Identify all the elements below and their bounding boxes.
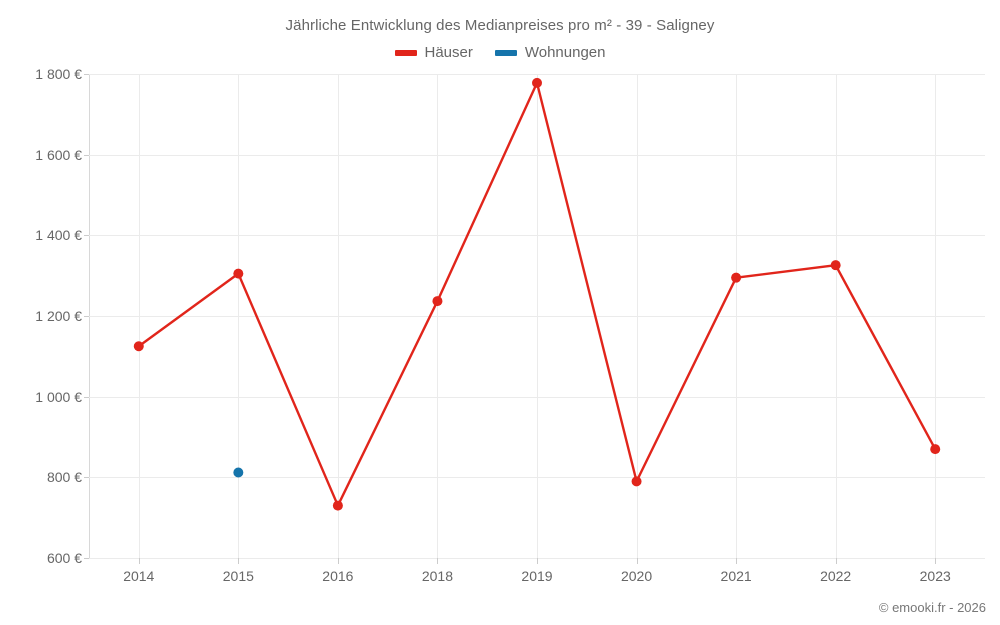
y-axis-tick-mark — [84, 558, 89, 559]
gridline-vertical — [636, 74, 638, 558]
plot-area — [89, 74, 985, 559]
x-axis-tick-mark — [138, 558, 140, 564]
chart-title: Jährliche Entwicklung des Medianpreises … — [285, 17, 715, 34]
x-axis-tick-label: 2021 — [720, 568, 752, 584]
y-axis-tick-mark — [84, 477, 89, 479]
y-axis-tick-mark — [84, 316, 89, 317]
x-axis-tick-label: 2015 — [222, 568, 254, 584]
x-axis-tick-mark — [337, 558, 339, 564]
gridline-vertical — [935, 74, 937, 558]
legend-swatch-hauser — [394, 49, 417, 56]
gridline-vertical — [337, 74, 339, 558]
x-axis-tick-mark — [238, 558, 240, 564]
legend-swatch-wohnungen — [494, 49, 517, 56]
x-axis-tick-label: 2016 — [322, 568, 354, 584]
y-axis-tick-label: 1 000 € — [35, 388, 82, 405]
y-axis-tick-label: 1 800 € — [35, 66, 82, 82]
x-axis-tick-label: 2022 — [820, 568, 852, 584]
y-axis-tick-mark — [84, 235, 89, 237]
x-axis-tick-mark — [537, 558, 538, 564]
x-axis-tick-label: 2019 — [521, 568, 553, 584]
y-axis-tick-label: 1 600 € — [35, 146, 82, 163]
y-axis-tick-label: 800 € — [46, 469, 82, 486]
x-axis-tick-label: 2020 — [620, 568, 653, 584]
legend-label-wohnungen: Wohnungen — [524, 44, 606, 61]
gridline-vertical — [238, 74, 240, 558]
footer-credit: © emooki.fr - 2026 — [878, 600, 986, 615]
x-axis-tick-mark — [935, 558, 937, 564]
chart-legend: Häuser Wohnungen — [0, 44, 1000, 61]
x-axis-tick-mark — [437, 558, 439, 564]
y-axis-tick-mark — [84, 154, 89, 156]
y-axis-tick-mark — [84, 74, 89, 75]
y-axis-tick-label: 600 € — [46, 550, 82, 566]
x-axis-tick-mark — [636, 558, 638, 564]
legend-item-wohnungen[interactable]: Wohnungen — [494, 44, 606, 61]
x-axis-tick-label: 2014 — [123, 568, 155, 584]
gridline-vertical — [437, 74, 439, 558]
y-axis-tick-label: 1 200 € — [35, 308, 82, 324]
x-axis-tick-label: 2018 — [421, 568, 454, 584]
x-axis-tick-mark — [736, 558, 738, 564]
gridline-vertical — [138, 74, 140, 558]
x-axis-tick-label: 2023 — [919, 568, 951, 584]
gridline-vertical — [736, 74, 738, 558]
legend-item-hauser[interactable]: Häuser — [394, 44, 473, 61]
legend-label-hauser: Häuser — [424, 44, 473, 61]
x-axis-tick-mark — [835, 558, 837, 564]
y-axis-tick-labels: 600 € 800 € 1 000 € 1 200 € 1 400 € 1 600 € 1 … — [0, 0, 82, 625]
y-axis-tick-label: 1 400 € — [35, 227, 82, 244]
gridline-vertical — [835, 74, 837, 558]
gridline-vertical — [537, 74, 538, 558]
y-axis-tick-mark — [84, 396, 89, 398]
